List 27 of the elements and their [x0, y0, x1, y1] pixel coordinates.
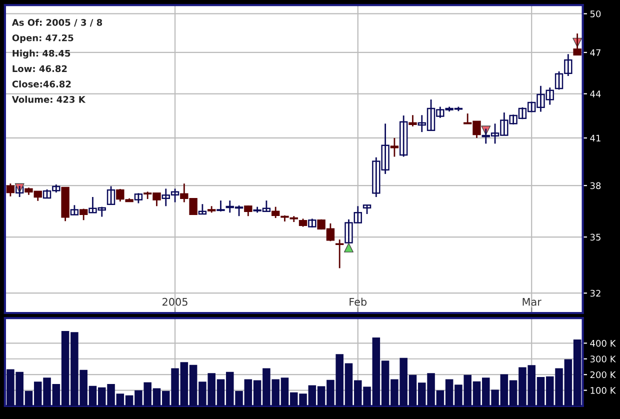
y-tick-label: 47: [590, 49, 600, 56]
y-tick-label: 38: [590, 182, 601, 190]
y-tick-label: 300 K: [590, 356, 616, 362]
annotation: Volume: 423 K: [12, 96, 86, 103]
y-tick-label: 50: [590, 10, 601, 18]
x-tick-label: 2005: [162, 298, 188, 306]
annotation: Low: 46.82: [12, 65, 67, 72]
candlestick: [335, 238, 344, 269]
annotation: As Of: 2005 / 3 / 8: [12, 18, 102, 27]
x-tick-label: Mar: [522, 298, 542, 306]
y-tick-label: 200 K: [590, 371, 616, 378]
y-tick-label: 100 K: [590, 387, 616, 394]
candlestick: [134, 192, 143, 204]
annotation: Close:46.82: [12, 80, 71, 88]
annotation: Open: 47.25: [12, 34, 74, 44]
x-tick-label: Feb: [350, 298, 367, 306]
candlestick: [216, 200, 225, 212]
candlestick: [70, 204, 79, 216]
y-tick-label: 32: [590, 290, 600, 297]
candlestick: [207, 205, 216, 214]
y-tick-label: 35: [590, 234, 600, 241]
y-tick-label: 44: [590, 90, 601, 98]
y-tick-label: 400 K: [590, 340, 616, 347]
annotation: High: 48.45: [12, 50, 70, 58]
candlestick: [390, 137, 399, 158]
point: [344, 242, 354, 252]
y-tick-label: 41: [590, 134, 600, 142]
